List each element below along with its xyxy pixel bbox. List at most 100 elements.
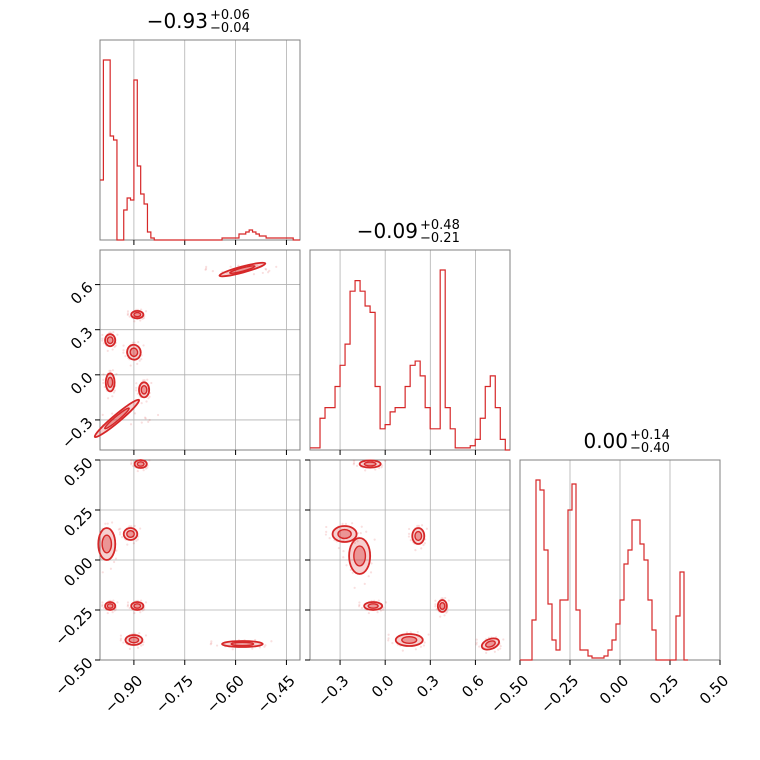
scatter-point [497,648,500,651]
contour-inner [104,407,130,430]
scatter-point [144,310,148,313]
scatter-point [475,638,478,641]
scatter-point [443,614,446,617]
scatter-point [129,364,132,367]
scatter-point [137,341,140,344]
scatter-point [351,522,354,525]
contour-inner [129,347,139,358]
scatter-point [140,644,143,647]
scatter-point [387,639,390,642]
scatter-point [111,395,114,398]
scatter-point [106,397,110,400]
param-title-2: 0.00 [583,429,628,453]
scatter-point [114,344,117,347]
scatter-point [380,464,384,467]
contour-inner [133,603,142,609]
scatter-point [101,337,104,340]
scatter-point [139,611,142,614]
scatter-point [258,646,261,649]
scatter-point [409,539,412,542]
y-tick-label: 0.50 [60,454,96,490]
scatter-point [409,631,412,634]
x-tick-label: −0.3 [314,672,352,710]
scatter-point [135,389,138,392]
scatter-point [447,599,450,602]
scatter-point [380,466,383,469]
scatter-point [419,645,423,648]
scatter-point [360,525,363,528]
scatter-point [146,378,149,381]
contour-inner [337,528,352,540]
contour-outer [97,527,117,561]
scatter-point [252,273,256,276]
scatter-point [114,557,118,560]
scatter-point [117,528,120,531]
histogram-0 [100,59,300,241]
scatter-point [140,599,143,602]
scatter-point [384,459,387,462]
scatter-point [122,641,125,644]
scatter-point [119,634,123,637]
scatter-point [126,313,129,317]
scatter-point [108,331,111,334]
scatter-point [209,643,212,646]
scatter-point [139,527,142,530]
contour-inner [484,640,496,648]
scatter-point [136,392,139,395]
scatter-point [131,464,135,468]
x-tick-label: −0.45 [254,672,299,717]
scatter-point [369,571,373,574]
scatter-point [135,382,138,385]
contour-inner [363,461,377,467]
scatter-point [407,535,411,538]
scatter-point [204,267,208,270]
scatter-point [356,540,359,543]
panel-1-0 [95,249,301,455]
contour-inner [140,385,148,395]
scatter-point [325,530,328,533]
panel-1-1 [309,249,511,455]
scatter-point [475,643,478,646]
scatter-point [440,597,443,600]
scatter-point [147,420,150,423]
scatter-point [119,527,122,530]
scatter-point [358,601,361,604]
contour-inner [101,534,113,554]
scatter-point [344,522,348,525]
scatter-point [231,648,234,651]
contour-panel-1-0 [93,261,278,439]
contour-inner [230,641,255,647]
scatter-point [405,631,409,634]
y-tick-label: −0.25 [51,604,96,649]
contour-outer [124,634,144,646]
scatter-point [142,469,145,472]
scatter-point [111,412,114,415]
histogram-line [100,59,300,241]
scatter-point [345,564,348,567]
scatter-point [143,379,146,382]
scatter-point [423,641,426,644]
scatter-point [353,541,357,545]
y-tick-label: −0.3 [58,414,96,452]
scatter-point [267,271,270,274]
scatter-point [353,586,356,589]
scatter-point [120,535,124,539]
scatter-point [119,639,122,642]
contour-outer [348,537,372,575]
contour-outer [221,640,264,648]
scatter-point [111,611,114,614]
panel-2-1 [305,459,511,665]
scatter-point [210,640,213,643]
scatter-point [146,466,149,469]
param-title-sub-2: −0.40 [630,441,670,456]
scatter-point [367,575,370,578]
contour-inner [133,311,142,318]
scatter-point [367,611,370,615]
scatter-point [130,463,133,466]
scatter-point [434,603,437,606]
scatter-point [138,359,141,362]
scatter-point [130,461,133,465]
scatter-point [414,648,417,651]
scatter-point [126,543,129,546]
scatter-point [138,632,141,635]
